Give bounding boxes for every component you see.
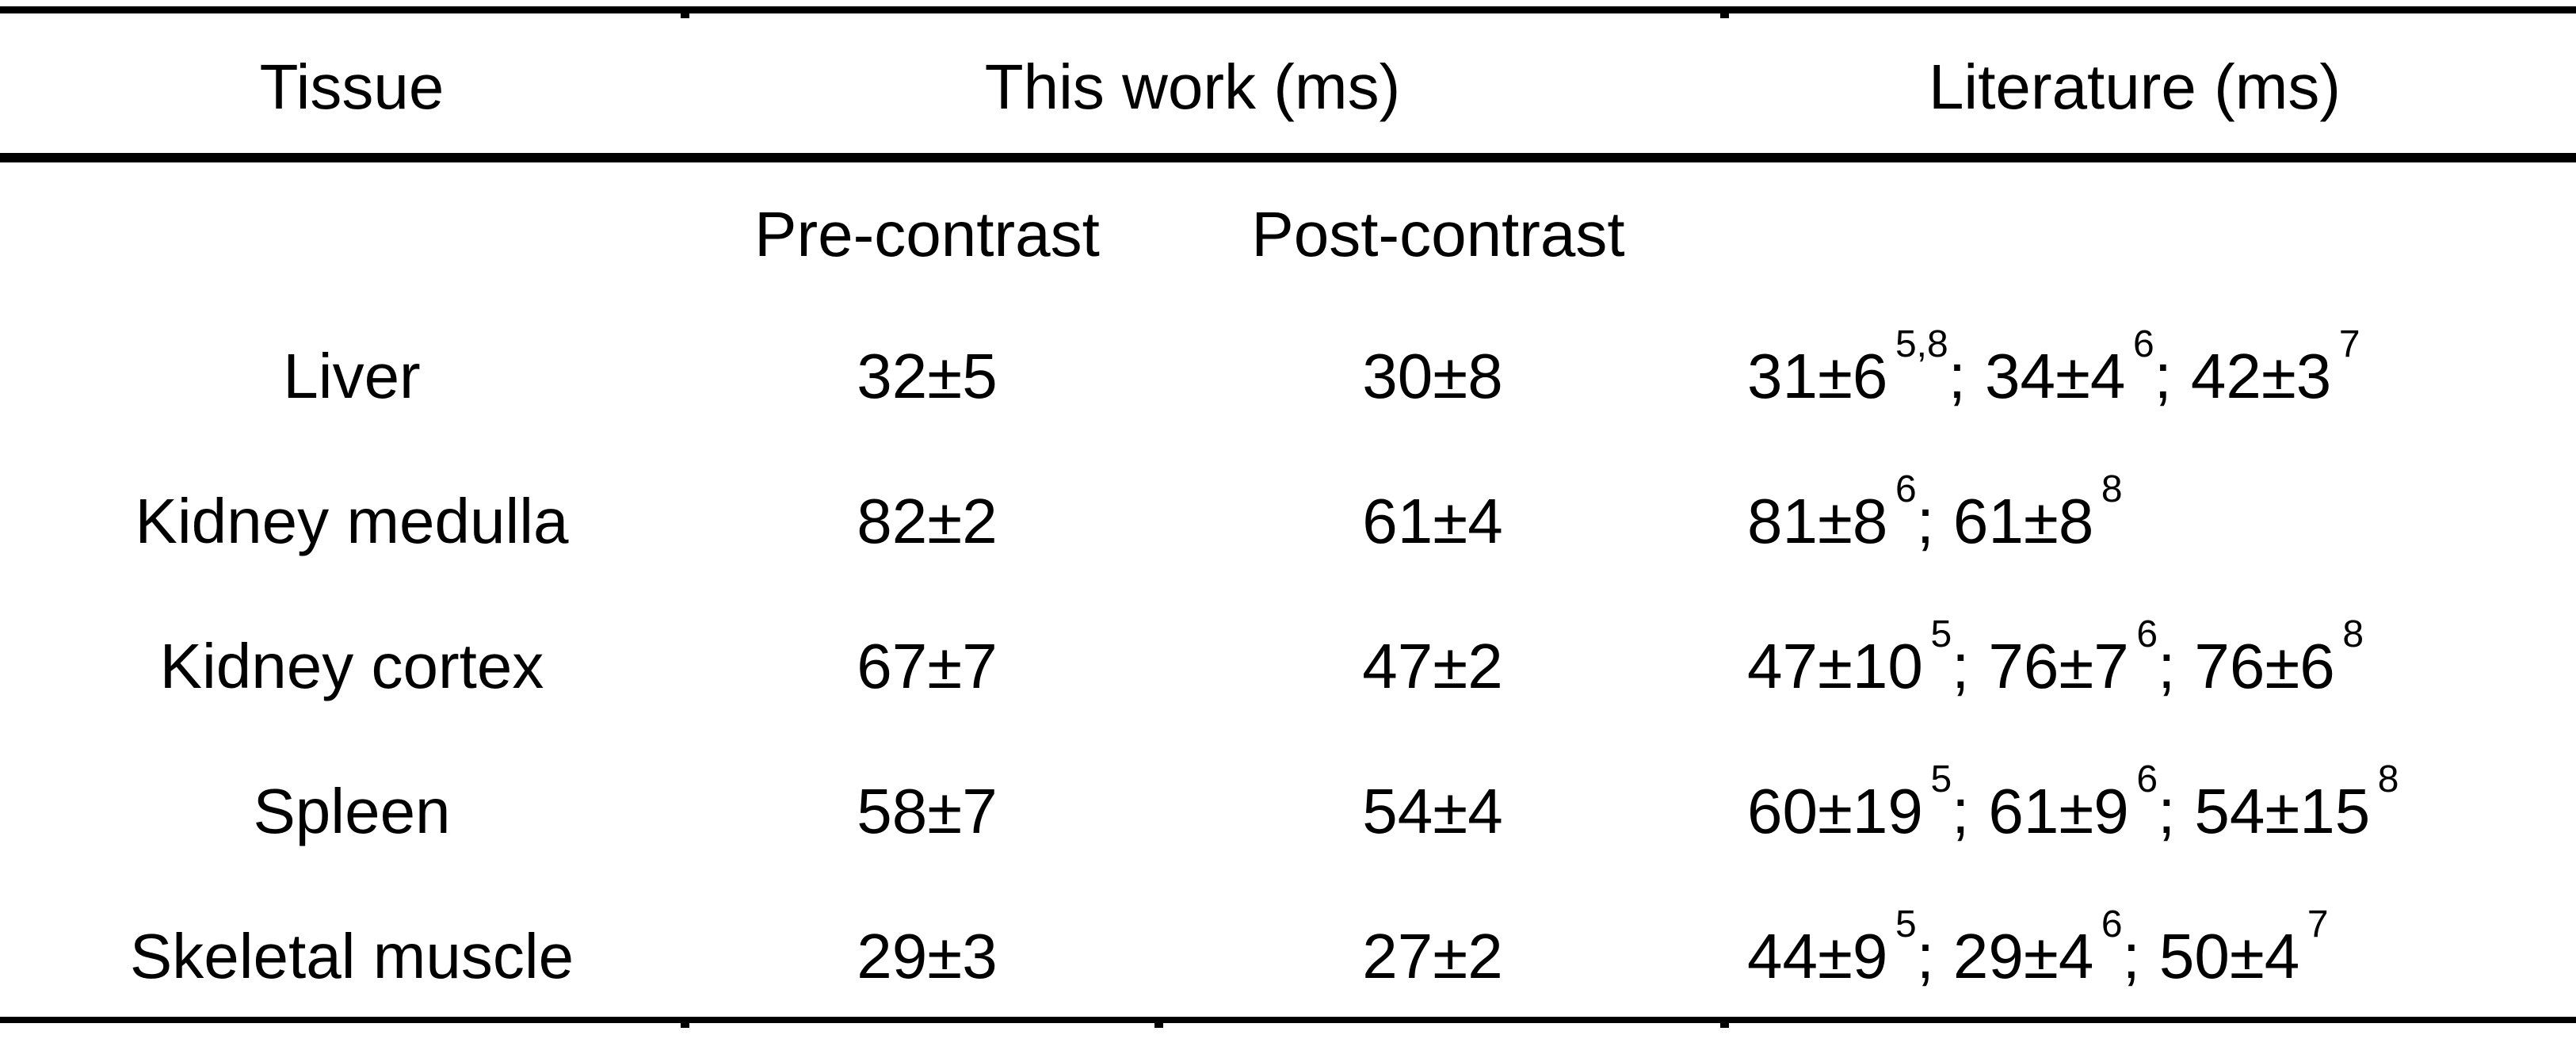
column-boundary-tick bbox=[1720, 13, 1729, 18]
column-boundary-tick bbox=[1154, 1023, 1163, 1028]
column-header-this-work: This work (ms) bbox=[984, 52, 1401, 122]
post-contrast-value: 30±8 bbox=[1362, 341, 1503, 411]
literature-value: 50±4 bbox=[2158, 921, 2300, 991]
literature-value: 29±4 bbox=[1952, 921, 2094, 991]
column-boundary-tick bbox=[681, 13, 689, 18]
literature-separator: ; bbox=[2154, 341, 2172, 411]
literature-value: 54±15 bbox=[2194, 776, 2371, 846]
reference-superscript: 8 bbox=[2101, 468, 2123, 511]
literature-entry: 54±15 8 bbox=[2194, 761, 2399, 846]
literature-values: 44±9 5; 29±4 6; 50±4 7 bbox=[1747, 906, 2329, 993]
pre-contrast-value: 67±7 bbox=[857, 631, 998, 701]
literature-separator: ; bbox=[2158, 631, 2176, 701]
literature-separator: ; bbox=[1952, 631, 1970, 701]
post-contrast-value: 27±2 bbox=[1362, 921, 1503, 991]
reference-superscript: 8 bbox=[2377, 758, 2399, 801]
post-contrast-value: 61±4 bbox=[1362, 486, 1503, 556]
reference-superscript: 7 bbox=[2338, 323, 2360, 366]
literature-separator: ; bbox=[1952, 776, 1970, 846]
literature-values: 31±6 5,8; 34±4 6; 42±3 7 bbox=[1747, 326, 2360, 413]
literature-entry: 31±6 5,8; bbox=[1747, 326, 1966, 411]
literature-entry: 60±19 5; bbox=[1747, 761, 1970, 846]
reference-superscript: 7 bbox=[2307, 903, 2329, 946]
literature-values: 47±10 5; 76±7 6; 76±6 8 bbox=[1747, 616, 2364, 703]
table-top-rule bbox=[0, 6, 2576, 13]
literature-entry: 61±9 6; bbox=[1988, 761, 2176, 846]
pre-contrast-value: 32±5 bbox=[857, 341, 998, 411]
literature-value: 42±3 bbox=[2190, 341, 2332, 411]
literature-value: 47±10 bbox=[1747, 631, 1923, 701]
reference-superscript: 6 bbox=[2101, 903, 2123, 946]
literature-entry: 76±7 6; bbox=[1988, 616, 2176, 701]
literature-value: 76±6 bbox=[2194, 631, 2335, 701]
literature-entry: 44±9 5; bbox=[1747, 906, 1934, 991]
reference-superscript: 8 bbox=[2342, 613, 2364, 656]
post-contrast-value: 54±4 bbox=[1362, 776, 1503, 846]
literature-separator: ; bbox=[2158, 776, 2176, 846]
literature-value: 61±8 bbox=[1952, 486, 2094, 556]
reference-superscript: 6 bbox=[2136, 758, 2158, 801]
column-header-literature: Literature (ms) bbox=[1928, 52, 2341, 122]
column-boundary-tick bbox=[681, 1023, 689, 1028]
literature-separator: ; bbox=[1916, 921, 1934, 991]
reference-superscript: 6 bbox=[2136, 613, 2158, 656]
pre-contrast-value: 29±3 bbox=[857, 921, 998, 991]
pre-contrast-value: 58±7 bbox=[857, 776, 998, 846]
table-bottom-rule bbox=[0, 1017, 2576, 1023]
column-header-pre-contrast: Pre-contrast bbox=[754, 199, 1100, 269]
tissue-label: Skeletal muscle bbox=[129, 921, 574, 991]
pre-contrast-value: 82±2 bbox=[857, 486, 998, 556]
reference-superscript: 5,8 bbox=[1895, 323, 1948, 366]
literature-value: 31±6 bbox=[1747, 341, 1888, 411]
reference-superscript: 6 bbox=[2132, 323, 2154, 366]
table-header-rule bbox=[0, 153, 2576, 162]
literature-separator: ; bbox=[2122, 921, 2140, 991]
literature-separator: ; bbox=[1916, 486, 1934, 556]
literature-entry: 29±4 6; bbox=[1952, 906, 2140, 991]
literature-separator: ; bbox=[1948, 341, 1966, 411]
literature-value: 76±7 bbox=[1988, 631, 2129, 701]
reference-superscript: 5 bbox=[1930, 758, 1952, 801]
literature-entry: 61±8 8 bbox=[1952, 471, 2123, 556]
literature-values: 60±19 5; 61±9 6; 54±15 8 bbox=[1747, 761, 2399, 848]
column-boundary-tick bbox=[1720, 1023, 1729, 1028]
literature-entry: 42±3 7 bbox=[2190, 326, 2360, 411]
literature-entry: 76±6 8 bbox=[2194, 616, 2364, 701]
literature-value: 61±9 bbox=[1988, 776, 2129, 846]
post-contrast-value: 47±2 bbox=[1362, 631, 1503, 701]
literature-value: 81±8 bbox=[1747, 486, 1888, 556]
literature-entry: 81±8 6; bbox=[1747, 471, 1934, 556]
column-header-tissue: Tissue bbox=[259, 52, 445, 122]
literature-entry: 34±4 6; bbox=[1984, 326, 2172, 411]
literature-value: 34±4 bbox=[1984, 341, 2126, 411]
tissue-label: Kidney cortex bbox=[159, 631, 544, 701]
literature-entry: 50±4 7 bbox=[2158, 906, 2329, 991]
literature-values: 81±8 6; 61±8 8 bbox=[1747, 471, 2123, 558]
literature-value: 44±9 bbox=[1747, 921, 1888, 991]
tissue-label: Spleen bbox=[253, 776, 451, 846]
literature-entry: 47±10 5; bbox=[1747, 616, 1970, 701]
column-header-post-contrast: Post-contrast bbox=[1251, 199, 1625, 269]
literature-value: 60±19 bbox=[1747, 776, 1923, 846]
tissue-label: Liver bbox=[283, 341, 421, 411]
tissue-label: Kidney medulla bbox=[135, 486, 569, 556]
reference-superscript: 5 bbox=[1930, 613, 1952, 656]
reference-superscript: 5 bbox=[1895, 903, 1917, 946]
reference-superscript: 6 bbox=[1895, 468, 1917, 511]
